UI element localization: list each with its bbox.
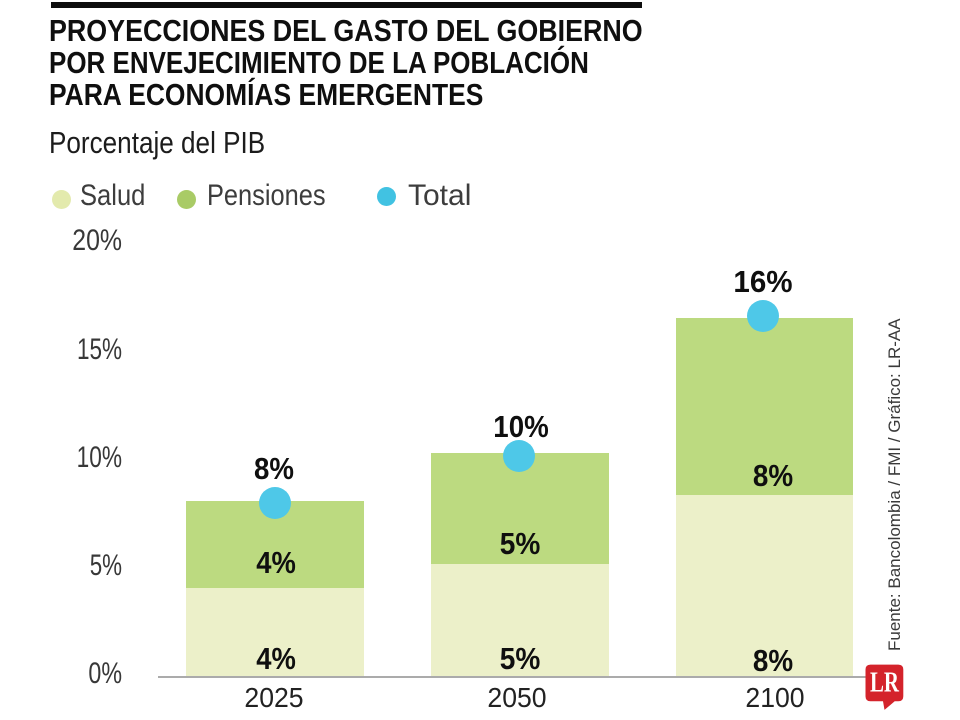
svg-text:LR: LR (870, 668, 900, 699)
